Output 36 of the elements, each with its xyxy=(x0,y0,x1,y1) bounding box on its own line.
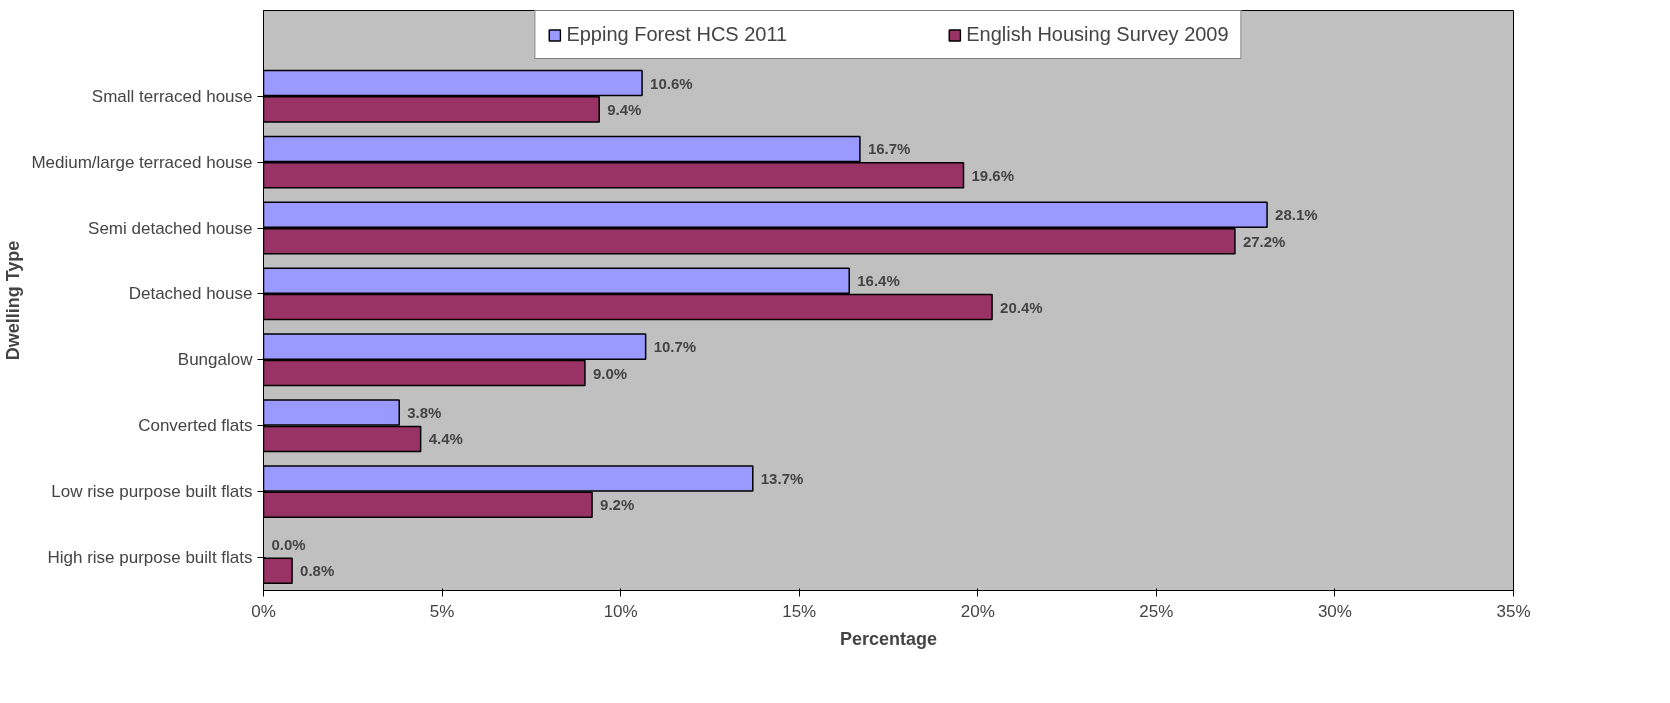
y-tick-label: Low rise purpose built flats xyxy=(51,482,253,502)
y-tick-label: Small terraced house xyxy=(91,86,253,106)
data-label: 28.1% xyxy=(1275,206,1318,224)
y-tick-label: Semi detached house xyxy=(88,218,253,238)
data-label: 16.7% xyxy=(867,140,911,158)
data-label: 9.2% xyxy=(600,496,635,514)
y-tick-label: Medium/large terraced house xyxy=(31,152,253,172)
y-axis-title: Dwelling Type xyxy=(3,240,24,361)
data-label: 27.2% xyxy=(1242,232,1286,250)
data-label: 19.6% xyxy=(971,166,1015,184)
x-tick-label: 25% xyxy=(1139,601,1174,621)
data-label: 10.6% xyxy=(650,74,693,92)
data-label: 13.7% xyxy=(760,469,804,487)
data-label: 9.0% xyxy=(592,364,628,382)
data-label: 10.7% xyxy=(653,338,697,356)
data-label: 20.4% xyxy=(1000,298,1043,316)
legend-label: Epping Forest HCS 2011 xyxy=(566,23,788,46)
x-tick-label: 30% xyxy=(1317,601,1352,621)
data-label: 4.4% xyxy=(428,430,463,448)
data-label: 16.4% xyxy=(857,272,900,290)
x-axis-title: Percentage xyxy=(839,628,938,649)
x-tick-label: 15% xyxy=(782,601,817,621)
y-tick-label: Converted flats xyxy=(138,416,253,436)
legend-label: English Housing Survey 2009 xyxy=(966,23,1229,46)
y-tick-label: Bungalow xyxy=(177,350,254,370)
x-tick-label: 5% xyxy=(429,601,455,621)
data-label: 3.8% xyxy=(407,404,442,422)
x-tick-label: 20% xyxy=(960,601,995,621)
data-label: 9.4% xyxy=(607,100,642,118)
data-label: 0.8% xyxy=(300,562,335,580)
x-tick-label: 35% xyxy=(1496,601,1531,621)
y-tick-label: High rise purpose built flats xyxy=(47,548,253,568)
x-tick-label: 0% xyxy=(251,601,276,621)
data-label: 0.0% xyxy=(271,535,306,553)
y-tick-label: Detached house xyxy=(128,284,253,304)
x-tick-label: 10% xyxy=(603,601,638,621)
